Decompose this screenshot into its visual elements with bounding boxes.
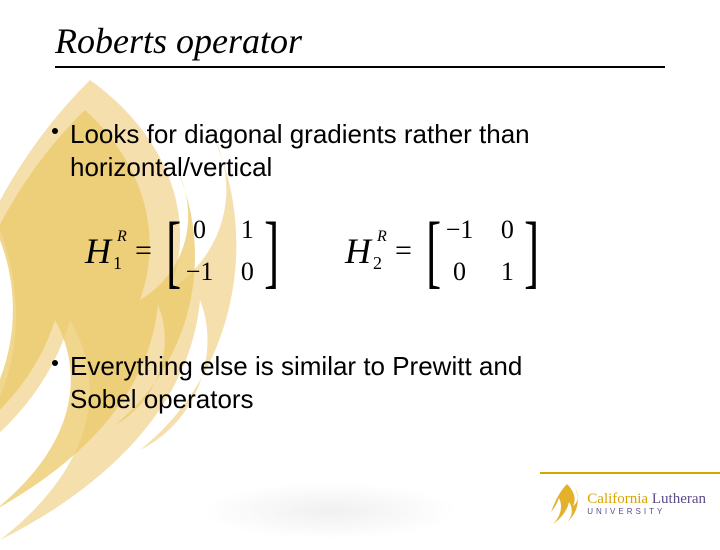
bullet2-line2: Sobel operators bbox=[70, 384, 254, 414]
right-bracket-icon: ] bbox=[264, 210, 279, 292]
matrix-1-cells: 0 1 −1 0 bbox=[186, 215, 260, 287]
matrix-2-bracket: [ −1 0 0 1 ] bbox=[420, 210, 545, 292]
matrix-2-sub: 2 bbox=[373, 253, 382, 274]
m2-cell-10: 0 bbox=[446, 257, 474, 287]
bullet-dot-icon bbox=[52, 128, 58, 134]
university-logo: California Lutheran UNIVERSITY bbox=[551, 482, 706, 526]
matrix-2: H R 2 = [ −1 0 0 1 ] bbox=[345, 210, 545, 292]
logo-text: California Lutheran UNIVERSITY bbox=[587, 492, 706, 516]
m1-cell-11: 0 bbox=[235, 257, 259, 287]
equals-sign-2: = bbox=[395, 234, 412, 268]
bullet2-line1: Everything else is similar to Prewitt an… bbox=[70, 351, 522, 381]
m2-cell-01: 0 bbox=[495, 215, 519, 245]
m1-cell-00: 0 bbox=[186, 215, 214, 245]
right-bracket-icon-2: ] bbox=[524, 210, 539, 292]
m2-cell-00: −1 bbox=[446, 215, 474, 245]
matrix-2-label: H R 2 bbox=[345, 230, 371, 272]
matrix-1-sub: 1 bbox=[113, 253, 122, 274]
matrix-2-cells: −1 0 0 1 bbox=[446, 215, 520, 287]
logo-divider-line bbox=[540, 472, 720, 474]
left-bracket-icon: [ bbox=[166, 210, 181, 292]
matrix-1-sup: R bbox=[117, 228, 127, 246]
matrix-2-sup: R bbox=[377, 228, 387, 246]
m1-cell-10: −1 bbox=[186, 257, 214, 287]
left-bracket-icon-2: [ bbox=[426, 210, 441, 292]
logo-subtext: UNIVERSITY bbox=[587, 508, 706, 516]
logo-word-2: Lutheran bbox=[652, 491, 706, 507]
m2-cell-11: 1 bbox=[495, 257, 519, 287]
bullet-item-2: Everything else is similar to Prewitt an… bbox=[70, 350, 522, 415]
bullet-dot-icon-2 bbox=[52, 360, 58, 366]
bottom-shadow bbox=[200, 482, 460, 540]
bullet1-line2: horizontal/vertical bbox=[70, 152, 272, 182]
matrix-1-label: H R 1 bbox=[85, 230, 111, 272]
equals-sign: = bbox=[135, 234, 152, 268]
m1-cell-01: 1 bbox=[235, 215, 259, 245]
bullet1-line1: Looks for diagonal gradients rather than bbox=[70, 119, 530, 149]
bullet-item-1: Looks for diagonal gradients rather than… bbox=[70, 118, 530, 183]
matrix-1: H R 1 = [ 0 1 −1 0 ] bbox=[85, 210, 285, 292]
logo-word-1: California bbox=[587, 491, 648, 507]
matrix-1-base: H bbox=[85, 231, 111, 271]
matrices-block: H R 1 = [ 0 1 −1 0 ] H R 2 = [ −1 0 bbox=[85, 210, 645, 310]
matrix-2-base: H bbox=[345, 231, 371, 271]
logo-flame-icon bbox=[551, 482, 583, 526]
title-underline bbox=[55, 66, 665, 68]
slide-title: Roberts operator bbox=[55, 20, 302, 62]
matrix-1-bracket: [ 0 1 −1 0 ] bbox=[160, 210, 285, 292]
